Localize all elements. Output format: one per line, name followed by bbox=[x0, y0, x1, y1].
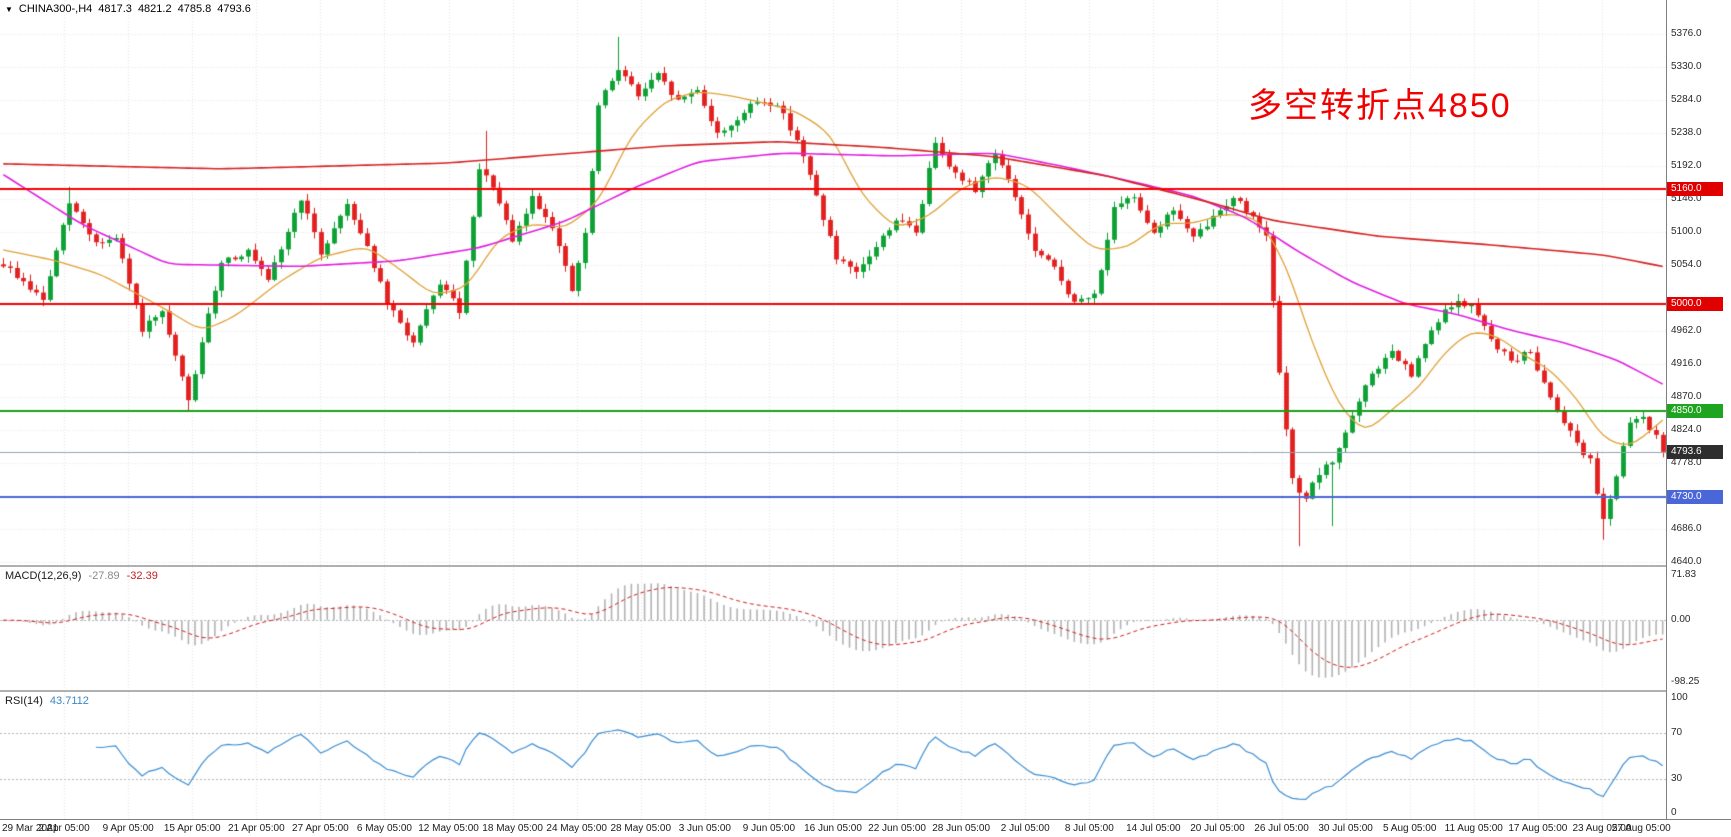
macd-axis-label: -98.25 bbox=[1671, 676, 1700, 687]
price-tick-label: 5284.0 bbox=[1671, 94, 1702, 105]
annotation-text: 多空转折点4850 bbox=[1248, 87, 1512, 125]
symbol-timeframe-label: CHINA300-,H4 bbox=[18, 3, 93, 15]
time-axis-label: 17 Aug 05:00 bbox=[1508, 823, 1568, 834]
macd-indicator-label: MACD(12,26,9) -27.89 -32.39 bbox=[5, 570, 158, 582]
price-level-badge: 4793.6 bbox=[1667, 444, 1723, 459]
price-level-badge: 5160.0 bbox=[1667, 181, 1723, 196]
time-axis-label: 2 Jul 05:00 bbox=[1000, 823, 1050, 834]
rsi-axis-label: 70 bbox=[1671, 726, 1683, 738]
price-level-badge: 5000.0 bbox=[1667, 296, 1723, 311]
price-level-badge: 4730.0 bbox=[1667, 490, 1723, 505]
time-axis-label: 3 Jun 05:00 bbox=[678, 823, 731, 834]
ohlc-close: 4793.6 bbox=[217, 3, 251, 15]
price-tick-label: 5054.0 bbox=[1671, 259, 1702, 270]
time-axis-label: 28 May 05:00 bbox=[610, 823, 672, 834]
price-tick-label: 5238.0 bbox=[1671, 127, 1702, 138]
time-axis-label: 9 Jun 05:00 bbox=[742, 823, 796, 834]
chart-header: ▼ CHINA300-,H4 4817.3 4821.2 4785.8 4793… bbox=[5, 3, 251, 15]
panel-divider-macd[interactable] bbox=[0, 565, 1731, 567]
price-chart-canvas[interactable] bbox=[0, 0, 1666, 565]
time-axis[interactable]: 29 Mar 2021 2 Apr 05:00 9 Apr 05:00 15 Apr … bbox=[0, 819, 1731, 837]
rsi-name: RSI(14) bbox=[5, 695, 43, 707]
price-tick-label: 5330.0 bbox=[1671, 61, 1702, 72]
time-axis-label: 27 Apr 05:00 bbox=[292, 823, 349, 834]
price-tick-label: 4870.0 bbox=[1671, 391, 1702, 402]
ohlc-high: 4821.2 bbox=[137, 3, 172, 15]
time-axis-label: 27 Aug 05:00 bbox=[1611, 823, 1671, 834]
rsi-axis-label: 100 bbox=[1671, 692, 1688, 703]
price-tick-label: 4916.0 bbox=[1671, 358, 1702, 369]
time-axis-label: 28 Jun 05:00 bbox=[932, 823, 991, 834]
time-axis-label: 12 May 05:00 bbox=[418, 823, 479, 834]
price-tick-label: 5100.0 bbox=[1671, 226, 1702, 237]
macd-axis-label: 71.83 bbox=[1671, 569, 1697, 580]
time-axis-label: 23 Aug 05:00 bbox=[1572, 823, 1632, 834]
time-axis-label: 8 Jul 05:00 bbox=[1064, 823, 1114, 834]
macd-value: -27.89 bbox=[88, 570, 120, 582]
time-axis-label: 24 May 05:00 bbox=[546, 823, 607, 834]
time-axis-label: 11 Aug 05:00 bbox=[1444, 823, 1503, 834]
rsi-indicator-label: RSI(14) 43.7112 bbox=[5, 695, 89, 707]
rsi-axis-label: 0 bbox=[1671, 807, 1677, 818]
time-axis-label: 9 Apr 05:00 bbox=[102, 823, 154, 834]
price-tick-label: 4640.0 bbox=[1671, 556, 1702, 567]
macd-axis-label: 0.00 bbox=[1671, 614, 1691, 626]
time-axis-label: 21 Apr 05:00 bbox=[227, 823, 285, 834]
rsi-canvas[interactable] bbox=[0, 692, 1666, 819]
time-axis-label: 14 Jul 05:00 bbox=[1126, 823, 1181, 834]
macd-signal-value: -32.39 bbox=[126, 570, 158, 582]
price-tick-label: 5146.0 bbox=[1671, 193, 1702, 204]
price-level-badge: 4850.0 bbox=[1667, 404, 1723, 419]
price-axis[interactable]: 5376.0 5330.0 5284.0 5238.0 5192.0 5146.0 5100… bbox=[1666, 0, 1731, 819]
time-axis-label: 18 May 05:00 bbox=[482, 823, 543, 834]
price-tick-label: 4962.0 bbox=[1671, 325, 1702, 336]
ohlc-low: 4785.8 bbox=[177, 3, 212, 15]
rsi-axis-label: 30 bbox=[1671, 772, 1683, 784]
price-tick-label: 4686.0 bbox=[1671, 523, 1702, 534]
time-axis-label: 20 Jul 05:00 bbox=[1190, 823, 1245, 834]
time-axis-label: 6 May 05:00 bbox=[356, 823, 412, 834]
ohlc-open: 4817.3 bbox=[98, 3, 132, 15]
time-axis-label: 30 Jul 05:00 bbox=[1318, 823, 1373, 834]
time-axis-label: 26 Jul 05:00 bbox=[1254, 823, 1309, 834]
price-tick-label: 5376.0 bbox=[1671, 28, 1702, 39]
price-tick-label: 5192.0 bbox=[1671, 160, 1702, 171]
rsi-value: 43.7112 bbox=[49, 695, 89, 707]
price-tick-label: 4824.0 bbox=[1671, 424, 1702, 435]
time-axis-label: 16 Jun 05:00 bbox=[804, 823, 862, 834]
macd-canvas[interactable] bbox=[0, 567, 1666, 690]
time-axis-label: 29 Mar 2021 bbox=[2, 823, 59, 834]
time-axis-label: 5 Aug 05:00 bbox=[1382, 823, 1437, 834]
macd-name: MACD(12,26,9) bbox=[5, 570, 82, 582]
panel-divider-rsi[interactable] bbox=[0, 690, 1731, 692]
time-axis-label: 2 Apr 05:00 bbox=[38, 823, 90, 834]
time-axis-label: 15 Apr 05:00 bbox=[163, 823, 221, 834]
price-tick-label: 4778.0 bbox=[1671, 457, 1702, 468]
time-axis-label: 22 Jun 05:00 bbox=[868, 823, 926, 834]
symbol-dropdown-icon[interactable]: ▼ bbox=[5, 4, 13, 14]
